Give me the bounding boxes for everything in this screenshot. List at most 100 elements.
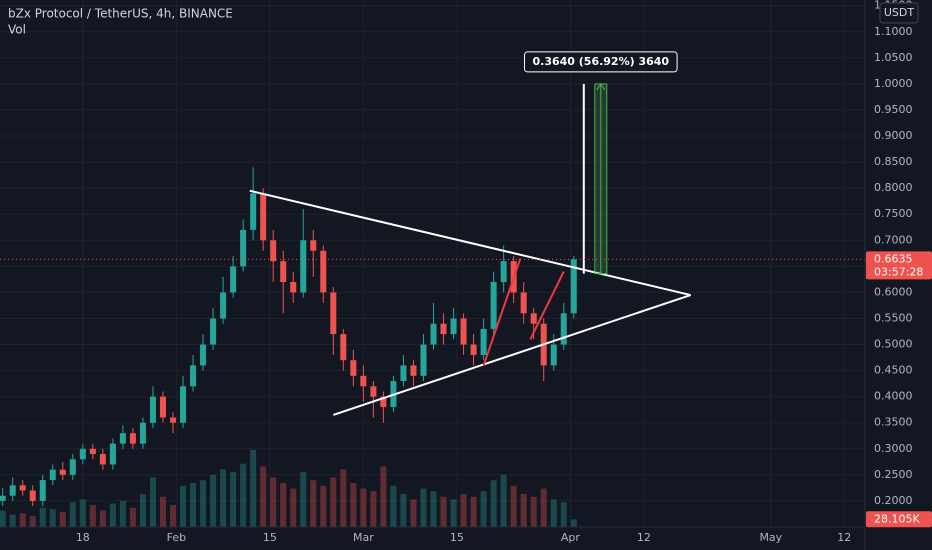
candle-body — [310, 240, 317, 251]
x-tick-label: Apr — [561, 531, 581, 544]
volume-bar — [200, 480, 207, 527]
volume-bar — [570, 519, 577, 527]
volume-bar — [79, 499, 86, 527]
x-tick-label: Mar — [353, 531, 374, 544]
volume-tag — [866, 511, 932, 528]
volume-bar — [350, 483, 357, 527]
candle-body — [550, 344, 557, 366]
candle-body — [159, 396, 166, 418]
x-tick-label: 12 — [837, 531, 851, 544]
candle-body — [350, 360, 357, 376]
y-tick-label: 0.3000 — [874, 442, 913, 455]
y-tick-label: 0.7000 — [874, 233, 913, 246]
candle-body — [530, 313, 537, 324]
candle-body — [69, 459, 76, 475]
symbol-title: bZx Protocol / TetherUS, 4h, BINANCE — [8, 7, 233, 21]
candle-body — [460, 318, 467, 345]
candle-body — [480, 328, 487, 355]
candle-body — [560, 313, 567, 345]
candle-body — [270, 240, 277, 262]
volume-bar — [39, 507, 46, 527]
x-tick-label: 15 — [263, 531, 277, 544]
candle-body — [330, 292, 337, 335]
x-tick-label: 18 — [76, 531, 90, 544]
candle-body — [450, 318, 457, 335]
trend-line — [332, 294, 691, 416]
volume-bar — [59, 511, 66, 527]
candle-body — [250, 193, 257, 230]
trend-line — [249, 189, 691, 297]
candle-body — [320, 250, 327, 293]
currency-button — [879, 2, 919, 24]
candle-body — [89, 448, 96, 455]
y-tick-label: 0.2000 — [874, 494, 913, 507]
volume-bar — [9, 514, 16, 527]
candle-body — [149, 396, 156, 423]
last-price-label: 0.6635 — [874, 252, 913, 265]
volume-bar — [400, 494, 407, 527]
volume-bar — [470, 496, 477, 527]
volume-bar — [310, 480, 317, 527]
volume-bar — [360, 488, 367, 527]
volume-bar — [560, 502, 567, 527]
candle-body — [400, 365, 407, 382]
volume-bar — [460, 494, 467, 527]
candle-body — [169, 417, 177, 423]
measure-label-bg — [523, 51, 678, 73]
volume-bar — [69, 502, 76, 527]
y-tick-label: 0.7500 — [874, 207, 913, 220]
volume-bar — [530, 496, 537, 527]
candle-body — [410, 365, 417, 376]
candle-body — [430, 323, 437, 345]
volume-bar — [250, 450, 257, 527]
volume-bar — [260, 466, 267, 527]
plot: 0.3640 (56.92%) 3640 — [0, 51, 865, 527]
candle-body — [190, 365, 197, 387]
candle-body — [420, 344, 427, 376]
candle-body — [220, 292, 227, 319]
volume-bar — [330, 477, 337, 527]
candle-body — [280, 261, 287, 283]
volume-bar — [520, 494, 527, 527]
candle-body — [240, 229, 247, 267]
candle-body — [180, 386, 187, 423]
volume-bar — [230, 472, 237, 527]
volume-bar — [390, 485, 397, 527]
candle-body — [380, 396, 387, 408]
y-tick-label: 1.1000 — [874, 25, 913, 38]
candle-body — [59, 469, 66, 475]
volume-bar — [380, 466, 387, 527]
last-price-tag — [866, 251, 932, 280]
candle-body — [119, 433, 126, 444]
volume-bar — [99, 510, 106, 527]
volume-bar — [49, 509, 56, 527]
volume-bar — [139, 494, 146, 527]
volume-bar — [109, 503, 116, 527]
volume-tag-label: 28.105K — [874, 512, 920, 525]
volume-bar — [340, 469, 347, 527]
x-tick-label: 12 — [637, 531, 651, 544]
candle-body — [260, 193, 267, 241]
candle-body — [9, 485, 16, 496]
volume-bar — [320, 485, 327, 527]
volume-bar — [220, 469, 227, 527]
volume-bar — [169, 505, 177, 527]
x-tick-label: 15 — [450, 531, 464, 544]
volume-bar — [149, 477, 156, 527]
volume-bar — [190, 483, 197, 527]
volume-bar — [370, 491, 377, 527]
x-tick-label: May — [759, 531, 782, 544]
y-tick-label: 0.9000 — [874, 129, 913, 142]
candle-body — [500, 261, 507, 283]
volume-bar — [19, 513, 26, 527]
volume-bar — [500, 474, 507, 527]
candle-body — [300, 240, 307, 293]
volume-bar — [210, 474, 217, 527]
candle-body — [39, 480, 46, 501]
y-tick-label: 0.8000 — [874, 181, 913, 194]
candle-body — [49, 469, 56, 481]
volume-bar — [280, 483, 287, 527]
y-tick-label: 1.0500 — [874, 51, 913, 64]
y-tick-label: 0.9500 — [874, 103, 913, 116]
